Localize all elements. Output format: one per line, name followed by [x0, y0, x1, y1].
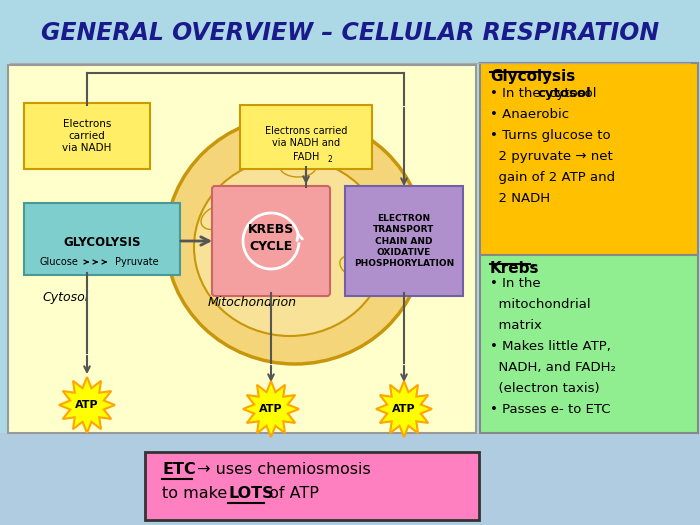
- FancyBboxPatch shape: [8, 65, 476, 433]
- Text: to make: to make: [162, 487, 232, 501]
- Polygon shape: [59, 377, 115, 433]
- Text: ATP: ATP: [392, 404, 416, 414]
- Text: ATP: ATP: [259, 404, 283, 414]
- Text: KREBS
CYCLE: KREBS CYCLE: [248, 223, 294, 253]
- FancyBboxPatch shape: [345, 186, 463, 296]
- Text: Pyruvate: Pyruvate: [115, 257, 159, 267]
- Text: 2: 2: [328, 155, 332, 164]
- Text: • In the  cytosol: • In the cytosol: [490, 87, 596, 100]
- Text: :: :: [530, 261, 535, 276]
- Ellipse shape: [280, 157, 316, 177]
- Text: (electron taxis): (electron taxis): [490, 382, 600, 395]
- Text: • Makes little ATP,: • Makes little ATP,: [490, 340, 611, 353]
- Text: • Turns glucose to: • Turns glucose to: [490, 129, 610, 142]
- Text: :: :: [550, 69, 555, 84]
- Ellipse shape: [201, 204, 235, 229]
- Ellipse shape: [194, 158, 386, 336]
- Text: • In the: • In the: [490, 277, 540, 290]
- Text: gain of 2 ATP and: gain of 2 ATP and: [490, 171, 615, 184]
- Polygon shape: [243, 381, 299, 437]
- Text: 2 pyruvate → net: 2 pyruvate → net: [490, 150, 612, 163]
- FancyBboxPatch shape: [24, 203, 180, 275]
- Text: → uses chemiosmosis: → uses chemiosmosis: [192, 463, 371, 478]
- Text: Mitochondrion: Mitochondrion: [208, 297, 297, 310]
- FancyBboxPatch shape: [145, 452, 479, 520]
- Text: Electrons
carried
via NADH: Electrons carried via NADH: [62, 119, 112, 153]
- FancyBboxPatch shape: [240, 105, 372, 169]
- Text: Glycolysis: Glycolysis: [490, 69, 575, 84]
- FancyBboxPatch shape: [212, 186, 330, 296]
- FancyBboxPatch shape: [480, 255, 698, 433]
- Ellipse shape: [356, 192, 381, 222]
- Text: NADH, and FADH₂: NADH, and FADH₂: [490, 361, 616, 374]
- Text: Glucose: Glucose: [40, 257, 79, 267]
- Ellipse shape: [340, 256, 370, 278]
- Text: Electrons carried
via NADH and: Electrons carried via NADH and: [265, 126, 347, 148]
- FancyBboxPatch shape: [0, 433, 700, 525]
- Text: 2 NADH: 2 NADH: [490, 192, 550, 205]
- Text: GENERAL OVERVIEW – CELLULAR RESPIRATION: GENERAL OVERVIEW – CELLULAR RESPIRATION: [41, 21, 659, 45]
- Polygon shape: [376, 381, 432, 437]
- Text: ELECTRON
TRANSPORT
CHAIN AND
OXIDATIVE
PHOSPHORYLATION: ELECTRON TRANSPORT CHAIN AND OXIDATIVE P…: [354, 214, 454, 268]
- Text: Krebs: Krebs: [490, 261, 540, 276]
- Text: ATP: ATP: [75, 400, 99, 410]
- Text: ETC: ETC: [162, 463, 196, 478]
- Text: FADH: FADH: [293, 152, 319, 162]
- FancyBboxPatch shape: [24, 103, 150, 169]
- Ellipse shape: [166, 116, 424, 364]
- Text: Cytosol: Cytosol: [42, 290, 88, 303]
- Text: GLYCOLYSIS: GLYCOLYSIS: [63, 236, 141, 248]
- Text: cytosol: cytosol: [537, 87, 591, 100]
- Ellipse shape: [216, 262, 240, 291]
- Text: • Passes e- to ETC: • Passes e- to ETC: [490, 403, 610, 416]
- Text: mitochondrial: mitochondrial: [490, 298, 591, 311]
- Text: • Anaerobic: • Anaerobic: [490, 108, 569, 121]
- FancyBboxPatch shape: [480, 63, 698, 255]
- Text: LOTS: LOTS: [228, 487, 274, 501]
- Text: matrix: matrix: [490, 319, 542, 332]
- Text: of ATP: of ATP: [264, 487, 319, 501]
